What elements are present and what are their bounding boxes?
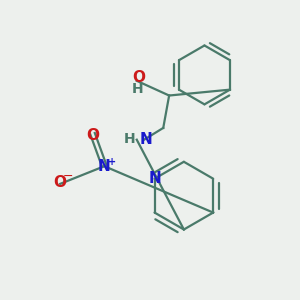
Text: N: N: [140, 132, 152, 147]
Text: +: +: [108, 157, 116, 167]
Text: N: N: [149, 171, 161, 186]
Text: N: N: [98, 159, 111, 174]
Text: H: H: [132, 82, 143, 96]
Text: O: O: [54, 175, 67, 190]
Text: −: −: [63, 170, 74, 183]
Text: O: O: [133, 70, 146, 86]
Text: O: O: [86, 128, 99, 143]
Text: H: H: [124, 132, 135, 146]
